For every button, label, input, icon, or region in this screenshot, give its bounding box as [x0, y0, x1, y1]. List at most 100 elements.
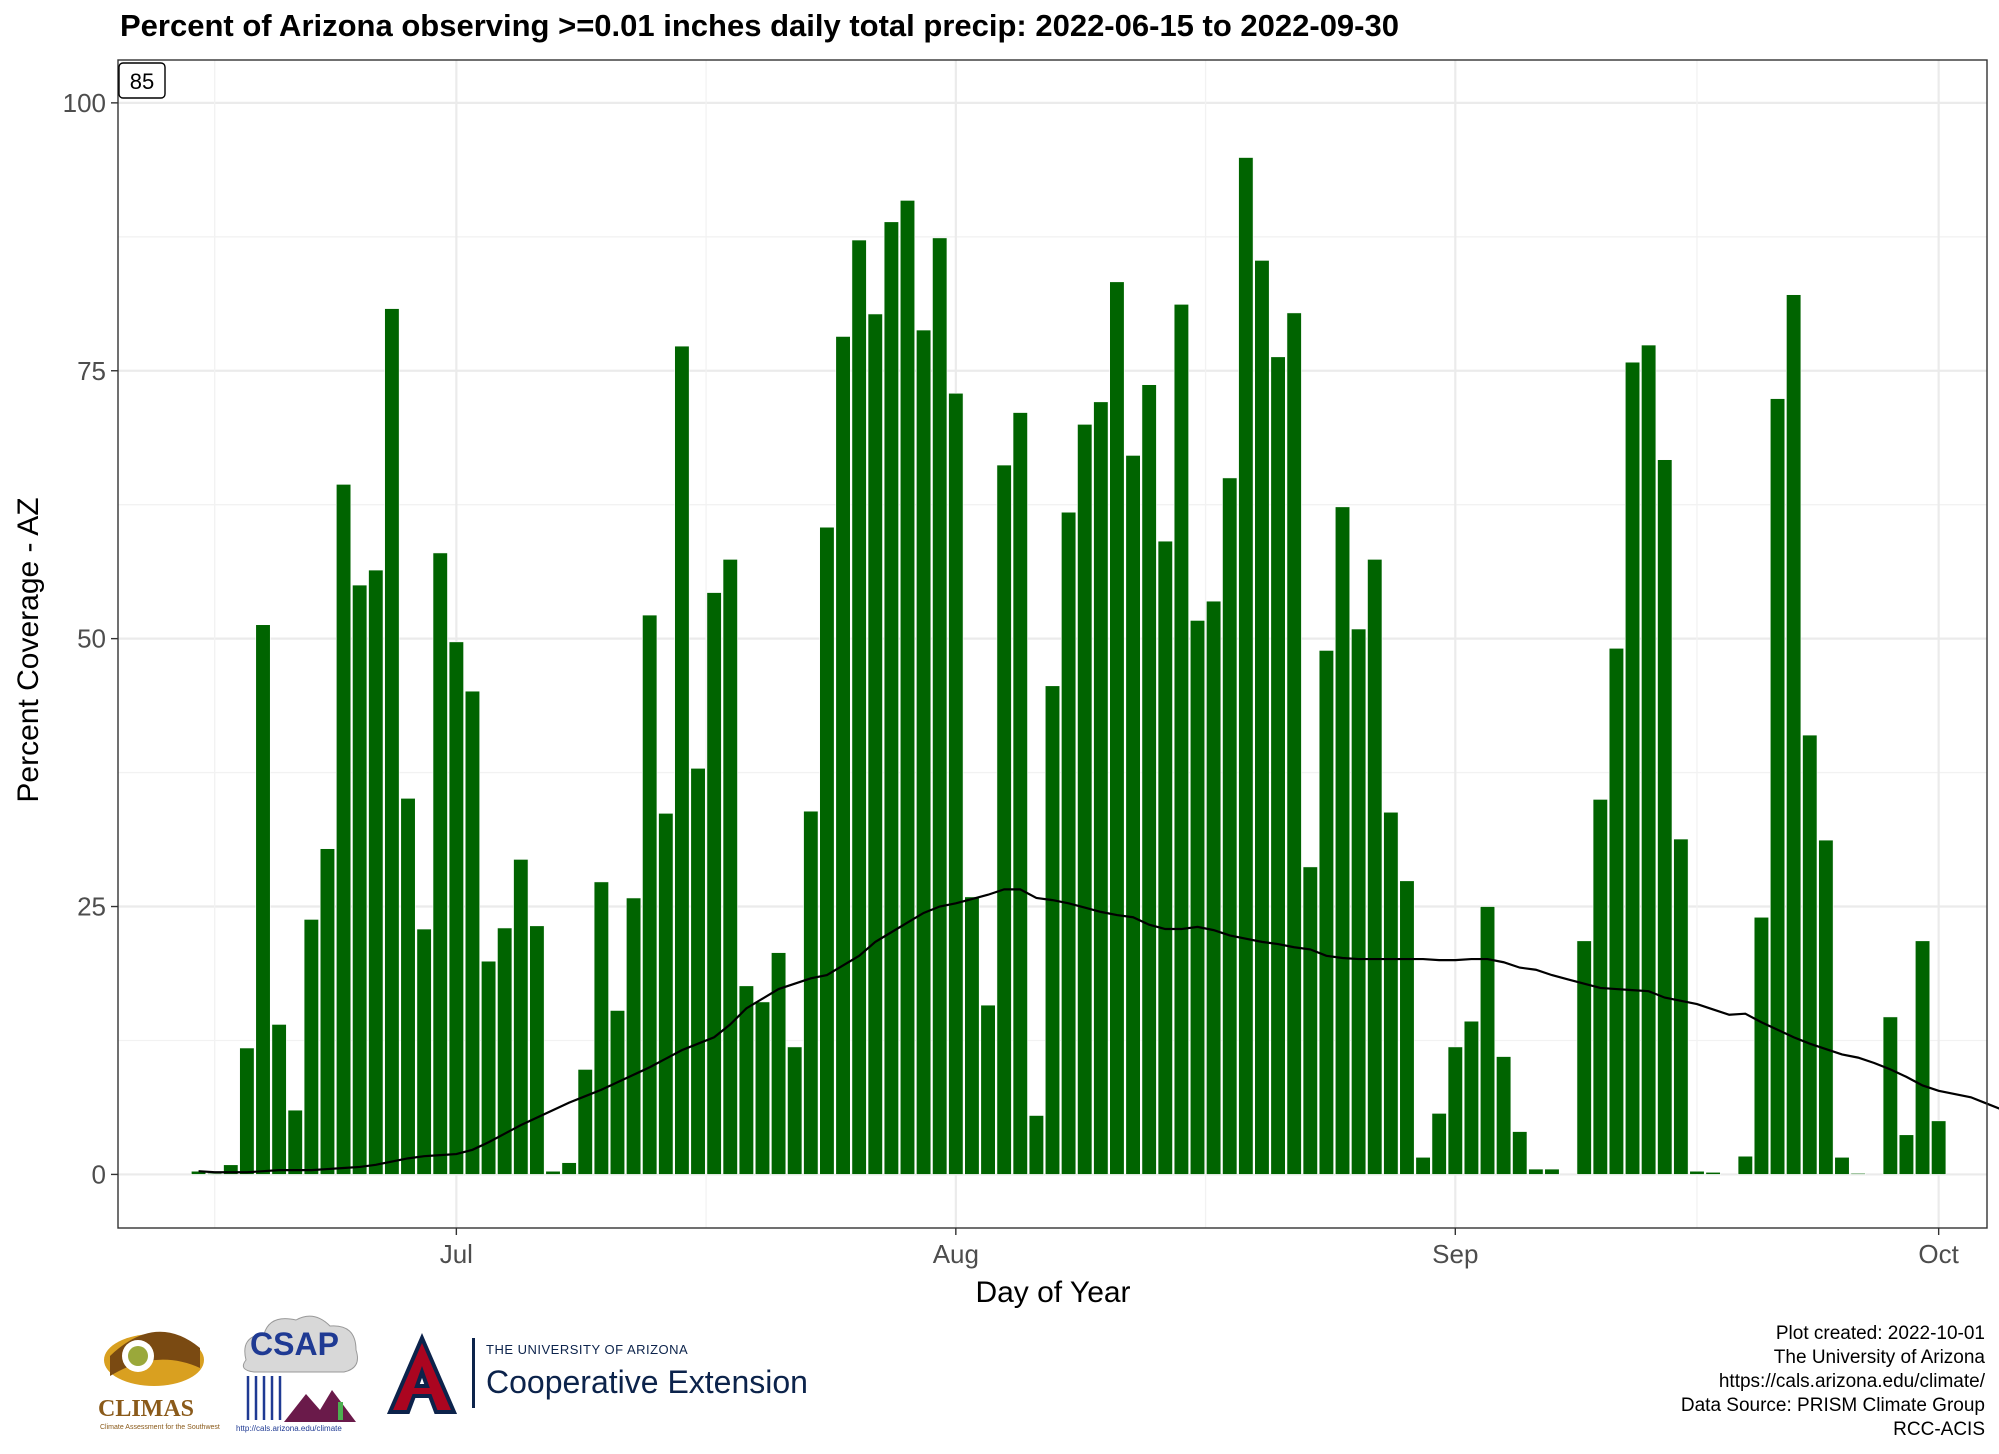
bar: [255, 624, 271, 1175]
x-axis: Jul Aug Sep Oct: [440, 1228, 1960, 1269]
bar: [1624, 361, 1641, 1175]
bar: [416, 928, 432, 1175]
line-series: [198, 888, 1999, 1174]
bar: [1689, 1170, 1705, 1175]
bar: [1544, 1168, 1560, 1175]
y-tick-label: 75: [77, 356, 106, 386]
bar: [352, 584, 368, 1175]
climas-logo: CLIMAS Climate Assessment for the Southw…: [96, 1318, 220, 1436]
bar: [738, 985, 754, 1175]
credit-line: https://cals.arizona.edu/climate/: [1718, 1371, 1985, 1392]
bar: [658, 813, 674, 1175]
bar: [481, 960, 497, 1175]
bar: [1479, 906, 1496, 1175]
y-tick-label: 100: [63, 88, 106, 118]
credit-line: Data Source: PRISM Climate Group: [1680, 1395, 1985, 1416]
bar: [1898, 1134, 1914, 1175]
bar: [1737, 1155, 1753, 1175]
bar: [207, 1173, 223, 1175]
bar: [1673, 838, 1689, 1175]
bar: [1802, 734, 1818, 1175]
bar: [239, 1047, 255, 1175]
bar: [1125, 455, 1141, 1175]
university-of-arizona-logo: THE UNIVERSITY OF ARIZONA Cooperative Ex…: [382, 1332, 832, 1422]
bar: [593, 881, 609, 1175]
bar: [787, 1046, 803, 1175]
credit-line: Plot created: 2022-10-01: [1775, 1323, 1985, 1344]
y-axis-title: Percent Coverage - AZ: [12, 497, 45, 802]
bar: [1141, 384, 1157, 1175]
bar: [626, 897, 642, 1175]
bar: [561, 1162, 577, 1175]
bar: [1206, 600, 1222, 1175]
bar: [722, 559, 738, 1175]
bar: [964, 896, 980, 1175]
bar: [1028, 1115, 1044, 1175]
x-axis-title: Day of Year: [975, 1276, 1130, 1309]
bar: [1818, 839, 1834, 1175]
bar: [1044, 685, 1061, 1175]
bar: [867, 313, 883, 1175]
bar: [899, 200, 916, 1175]
bar: [706, 592, 722, 1175]
bar: [1882, 1016, 1898, 1175]
bar: [1753, 916, 1769, 1175]
bar: [980, 1004, 996, 1175]
bar: [851, 239, 867, 1175]
bar: [1834, 1156, 1850, 1175]
csap-logo: CSAP http://cals.arizona.edu/climate: [234, 1310, 364, 1436]
bar: [513, 859, 529, 1175]
csap-url: http://cals.arizona.edu/climate: [236, 1424, 342, 1433]
bar: [1302, 866, 1318, 1175]
y-axis: 0 25 50 75 100: [63, 88, 118, 1189]
bar: [223, 1164, 239, 1175]
x-tick-label: Jul: [440, 1239, 473, 1269]
bar: [690, 768, 706, 1175]
bar: [529, 925, 545, 1175]
credits-block: Plot created: 2022-10-01 The University …: [1681, 1322, 1985, 1442]
bar: [1238, 157, 1254, 1175]
bar: [1850, 1173, 1866, 1175]
bar: [545, 1170, 561, 1175]
bar: [948, 392, 964, 1175]
logo-strip: CLIMAS Climate Assessment for the Southw…: [96, 1310, 836, 1445]
plot-panel-border: [117, 59, 1988, 1229]
bar: [577, 1069, 593, 1175]
bar: [1512, 1131, 1528, 1175]
bar: [771, 952, 787, 1175]
x-tick-label: Oct: [1918, 1239, 1959, 1269]
bar: [497, 927, 513, 1175]
bar: [916, 329, 932, 1175]
bar: [400, 798, 416, 1175]
climas-tagline: Climate Assessment for the Southwest: [100, 1424, 220, 1431]
ua-dept-name: Cooperative Extension: [486, 1364, 808, 1400]
bar: [448, 641, 464, 1175]
bar: [803, 810, 819, 1175]
bar: [1657, 459, 1673, 1175]
bar: [609, 1010, 626, 1175]
bar: [368, 569, 384, 1175]
bar: [1012, 412, 1028, 1175]
bar: [1061, 511, 1077, 1175]
bar: [1367, 559, 1383, 1175]
bar: [303, 919, 319, 1175]
bar: [1254, 260, 1270, 1175]
bar: [1447, 1046, 1463, 1175]
bar: [1093, 401, 1109, 1175]
bar-series: [191, 157, 1947, 1175]
bar: [1496, 1056, 1512, 1175]
bar: [754, 1001, 771, 1175]
bar: [1222, 477, 1238, 1175]
bar: [1769, 398, 1786, 1175]
bar: [674, 345, 690, 1175]
bar: [1318, 650, 1334, 1175]
bar: [1189, 620, 1206, 1175]
bar: [819, 526, 835, 1175]
annotation-text: 85: [130, 69, 154, 94]
x-tick-label: Aug: [933, 1239, 979, 1269]
bar: [932, 237, 948, 1175]
bar: [1109, 281, 1125, 1175]
bar: [1528, 1168, 1544, 1175]
csap-name: CSAP: [250, 1326, 339, 1362]
